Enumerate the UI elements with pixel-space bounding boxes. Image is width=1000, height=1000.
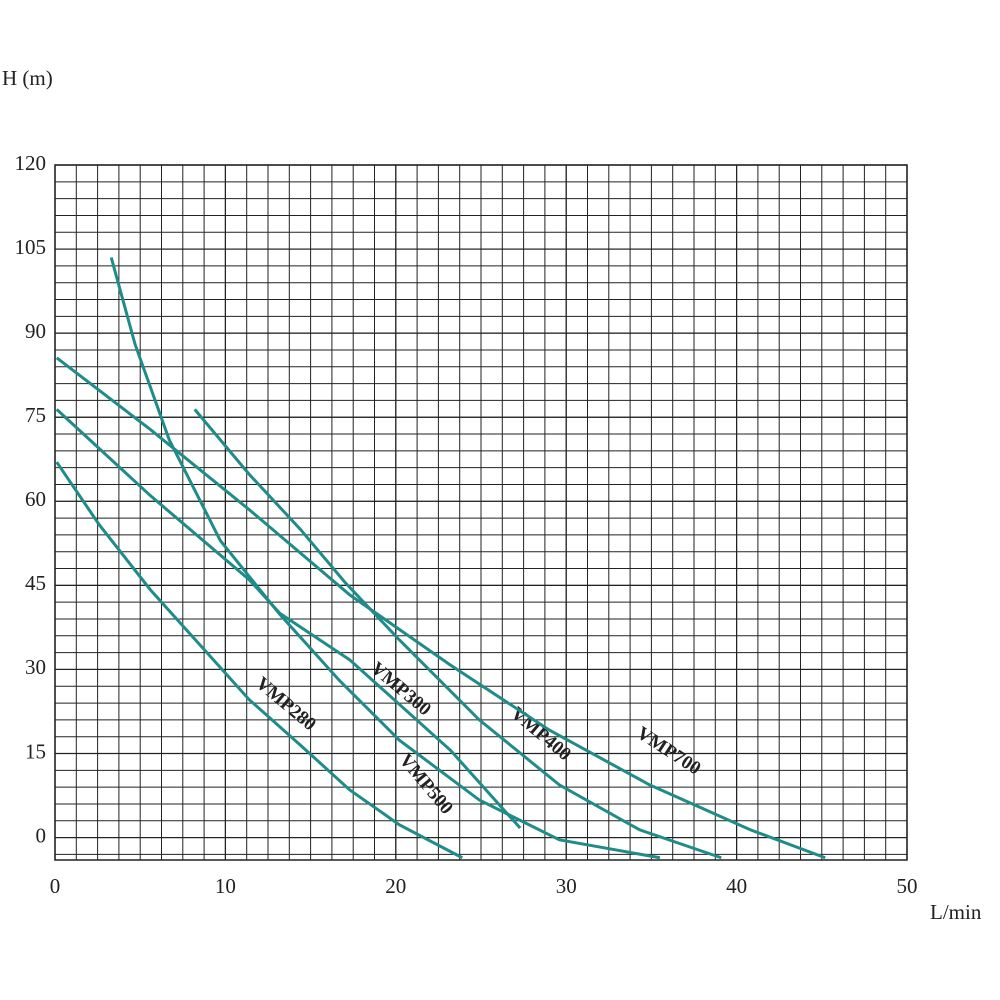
y-tick-label: 75 [25,403,46,427]
x-tick-label: 30 [556,874,577,898]
curve-label: VMP400 [506,703,574,765]
pump-curve [193,408,722,860]
x-tick-label: 20 [385,874,406,898]
curve-label: VMP280 [251,673,319,735]
x-axis-label: L/min [930,900,982,924]
pump-curve [109,257,661,860]
y-tick-label: 15 [25,739,46,763]
y-tick-label: 30 [25,655,46,679]
y-tick-label: 105 [15,235,47,259]
y-axis-label: H (m) [2,66,53,90]
y-tick-label: 45 [25,571,46,595]
y-tick-label: 90 [25,319,46,343]
pump-curve [55,356,826,860]
x-tick-label: 50 [897,874,918,898]
y-tick-label: 60 [25,487,46,511]
y-tick-label: 120 [15,151,47,175]
x-tick-label: 10 [215,874,236,898]
x-tick-label: 0 [50,874,61,898]
x-tick-label: 40 [726,874,747,898]
y-tick-label: 0 [36,823,47,847]
pump-curve [55,461,463,860]
